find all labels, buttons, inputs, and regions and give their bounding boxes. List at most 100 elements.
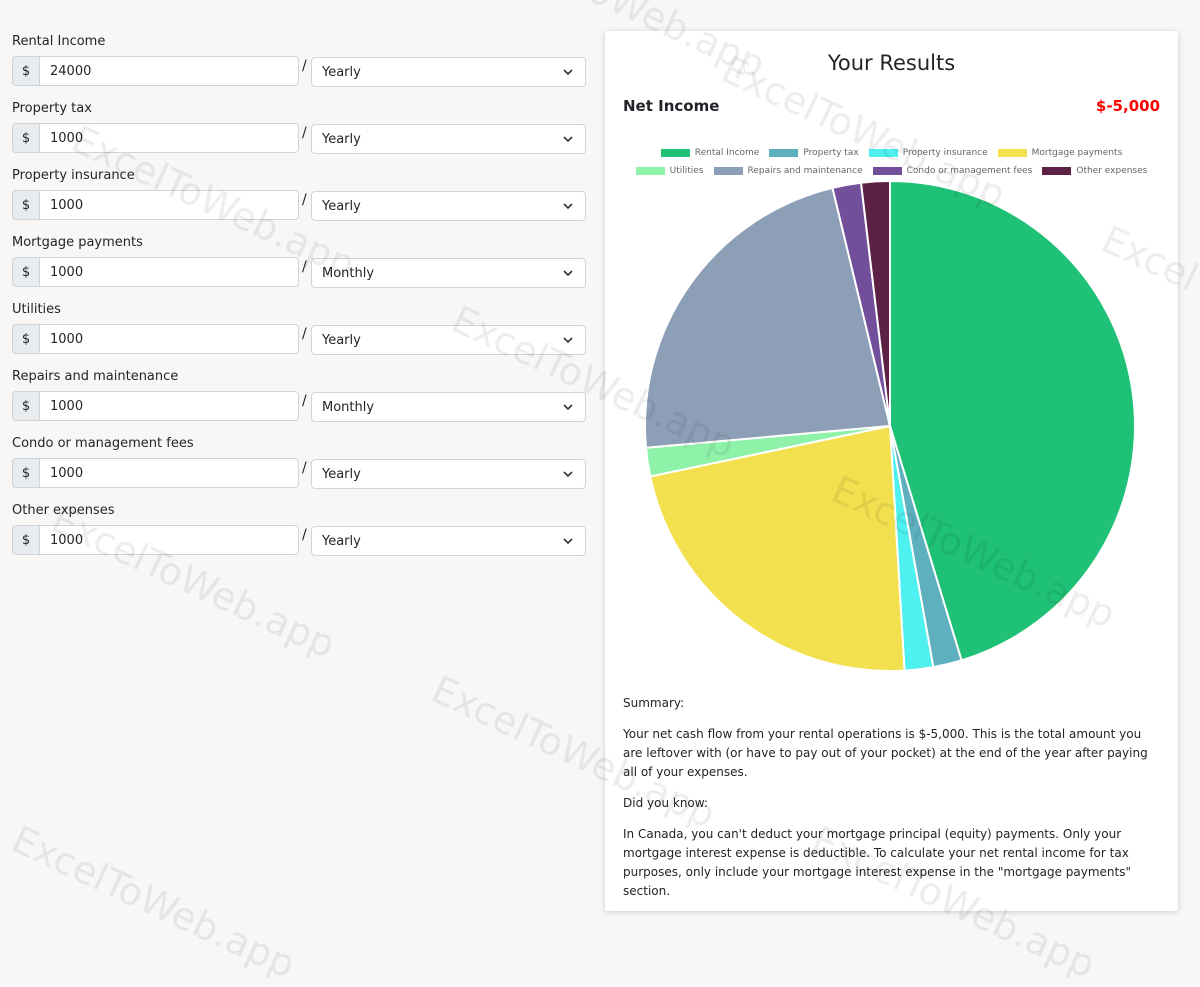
separator: / <box>302 460 307 476</box>
legend-item[interactable]: Property insurance <box>868 148 988 158</box>
chevron-down-icon <box>563 471 573 478</box>
calculator-form: Rental Income $ / Yearly Property tax $ / Yearl… <box>12 30 586 566</box>
field-label: Property insurance <box>12 168 135 183</box>
legend-swatch <box>769 149 799 157</box>
legend-label: Utilities <box>669 166 704 176</box>
legend-item[interactable]: Mortgage payments <box>997 148 1123 158</box>
currency-prefix: $ <box>12 525 39 555</box>
field-row: Mortgage payments $ / Monthly <box>12 231 586 298</box>
amount-input-group: $ <box>12 190 299 220</box>
legend-swatch <box>872 167 902 175</box>
separator: / <box>302 527 307 543</box>
period-select[interactable]: Monthly <box>311 392 586 422</box>
field-label: Utilities <box>12 302 61 317</box>
amount-input-group: $ <box>12 391 299 421</box>
amount-input-group: $ <box>12 257 299 287</box>
currency-prefix: $ <box>12 56 39 86</box>
period-select[interactable]: Yearly <box>311 124 586 154</box>
field-label: Other expenses <box>12 503 115 518</box>
amount-input[interactable] <box>39 56 299 86</box>
amount-input[interactable] <box>39 458 299 488</box>
summary-heading: Summary: <box>623 696 685 710</box>
period-select-value: Monthly <box>322 265 375 281</box>
amount-input[interactable] <box>39 391 299 421</box>
period-select-value: Yearly <box>322 198 361 214</box>
field-row: Other expenses $ / Yearly <box>12 499 586 566</box>
legend-item[interactable]: Rental Income <box>660 148 760 158</box>
legend-label: Condo or management fees <box>906 166 1033 176</box>
separator: / <box>302 326 307 342</box>
legend-item[interactable]: Condo or management fees <box>872 166 1033 176</box>
amount-input[interactable] <box>39 257 299 287</box>
legend-row: Utilities Repairs and maintenance Condo or… <box>623 162 1160 180</box>
period-select-value: Monthly <box>322 399 375 415</box>
period-select[interactable]: Yearly <box>311 459 586 489</box>
separator: / <box>302 393 307 409</box>
period-select-value: Yearly <box>322 64 361 80</box>
chevron-down-icon <box>563 538 573 545</box>
amount-input[interactable] <box>39 123 299 153</box>
amount-input[interactable] <box>39 525 299 555</box>
field-row: Rental Income $ / Yearly <box>12 30 586 97</box>
summary-text: Your net cash flow from your rental oper… <box>623 727 1148 779</box>
separator: / <box>302 125 307 141</box>
legend-label: Other expenses <box>1076 166 1148 176</box>
field-label: Repairs and maintenance <box>12 369 179 384</box>
pie-slice[interactable] <box>889 179 1136 662</box>
field-row: Property insurance $ / Yearly <box>12 164 586 231</box>
period-select[interactable]: Yearly <box>311 526 586 556</box>
legend-item[interactable]: Other expenses <box>1042 166 1147 176</box>
legend-item[interactable]: Repairs and maintenance <box>713 166 863 176</box>
pie-chart <box>644 179 1136 672</box>
legend-label: Mortgage payments <box>1031 148 1123 158</box>
legend-label: Rental Income <box>694 148 760 158</box>
legend-row: Rental Income Property tax Property insura… <box>623 144 1160 162</box>
field-row: Property tax $ / Yearly <box>12 97 586 164</box>
summary-section: Summary: Your net cash flow from your re… <box>623 694 1163 913</box>
legend-swatch <box>868 149 898 157</box>
did-you-know-text: In Canada, you can't deduct your mortgag… <box>623 827 1132 898</box>
period-select-value: Yearly <box>322 332 361 348</box>
legend-label: Repairs and maintenance <box>747 166 863 176</box>
period-select[interactable]: Yearly <box>311 57 586 87</box>
pie-slice[interactable] <box>859 179 891 427</box>
results-title: Your Results <box>827 51 956 75</box>
field-label: Property tax <box>12 101 92 116</box>
period-select[interactable]: Yearly <box>311 325 586 355</box>
field-row: Repairs and maintenance $ / Monthly <box>12 365 586 432</box>
chevron-down-icon <box>563 337 573 344</box>
amount-input-group: $ <box>12 123 299 153</box>
legend-swatch <box>713 167 743 175</box>
legend-swatch <box>660 149 690 157</box>
results-card: Your Results Net Income $-5,000 Rental I… <box>605 31 1178 911</box>
legend-item[interactable]: Utilities <box>635 166 704 176</box>
field-label: Mortgage payments <box>12 235 143 250</box>
pie-slice[interactable] <box>649 424 906 672</box>
legend-item[interactable]: Property tax <box>769 148 859 158</box>
field-label: Rental Income <box>12 34 106 49</box>
net-income-value: $-5,000 <box>1095 97 1160 115</box>
chart-legend: Rental Income Property tax Property insura… <box>623 144 1160 180</box>
legend-swatch <box>997 149 1027 157</box>
legend-swatch <box>635 167 665 175</box>
pie-slice[interactable] <box>644 186 892 449</box>
period-select[interactable]: Yearly <box>311 191 586 221</box>
currency-prefix: $ <box>12 458 39 488</box>
legend-label: Property tax <box>803 148 859 158</box>
amount-input[interactable] <box>39 324 299 354</box>
field-label: Condo or management fees <box>12 436 194 451</box>
net-income-label: Net Income <box>623 97 720 115</box>
separator: / <box>302 259 307 275</box>
amount-input[interactable] <box>39 190 299 220</box>
amount-input-group: $ <box>12 56 299 86</box>
period-select-value: Yearly <box>322 533 361 549</box>
period-select[interactable]: Monthly <box>311 258 586 288</box>
amount-input-group: $ <box>12 458 299 488</box>
chevron-down-icon <box>563 270 573 277</box>
currency-prefix: $ <box>12 123 39 153</box>
chevron-down-icon <box>563 69 573 76</box>
legend-swatch <box>1042 167 1072 175</box>
currency-prefix: $ <box>12 391 39 421</box>
currency-prefix: $ <box>12 257 39 287</box>
separator: / <box>302 58 307 74</box>
